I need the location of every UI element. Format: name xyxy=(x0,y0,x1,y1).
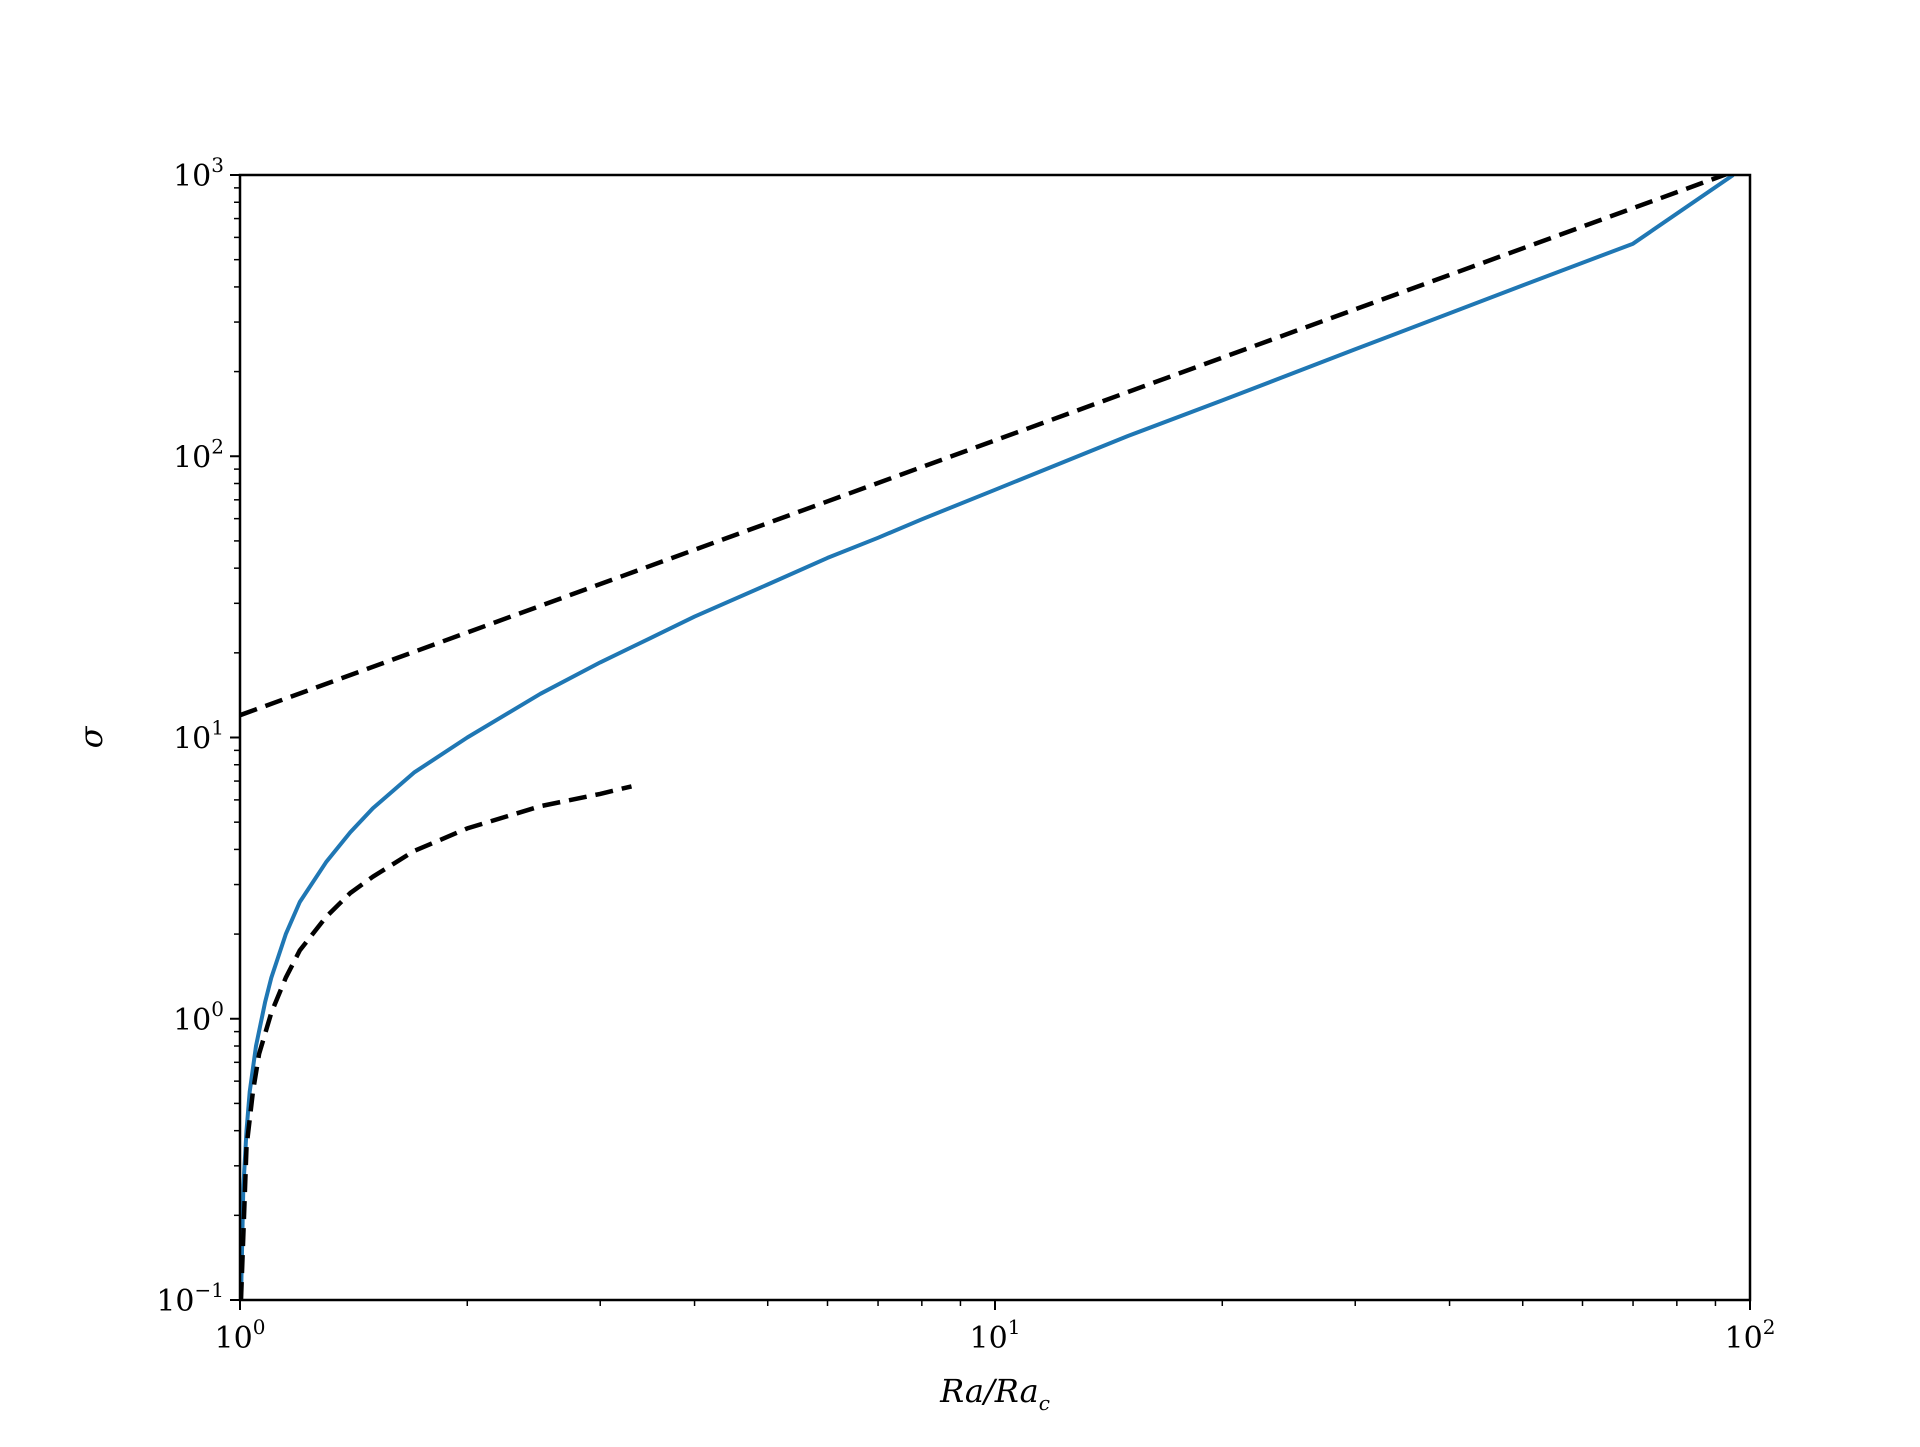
x-tick-label: 102 xyxy=(1725,1315,1776,1356)
y-axis-label: σ xyxy=(72,725,110,748)
y-tick-label: 101 xyxy=(173,716,224,757)
y-tick-label: 100 xyxy=(173,997,224,1038)
y-tick-label: 102 xyxy=(173,434,224,475)
y-tick-label: 10−1 xyxy=(156,1278,224,1319)
x-tick-label: 101 xyxy=(970,1315,1021,1356)
x-axis-label: Ra/Rac xyxy=(939,1372,1050,1415)
y-tick-label: 103 xyxy=(173,153,224,194)
x-tick-label: 100 xyxy=(215,1315,266,1356)
series-line-2 xyxy=(240,175,1731,718)
series-line-3 xyxy=(240,784,633,1300)
series-line-1 xyxy=(240,175,1735,1300)
series-layer xyxy=(240,175,1735,1300)
